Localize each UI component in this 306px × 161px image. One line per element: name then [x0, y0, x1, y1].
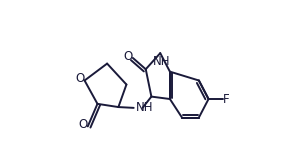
Text: F: F — [223, 93, 229, 105]
Text: O: O — [78, 118, 88, 131]
Text: O: O — [123, 50, 133, 63]
Text: O: O — [75, 72, 84, 85]
Text: NH: NH — [153, 55, 171, 68]
Text: NH: NH — [136, 101, 154, 114]
